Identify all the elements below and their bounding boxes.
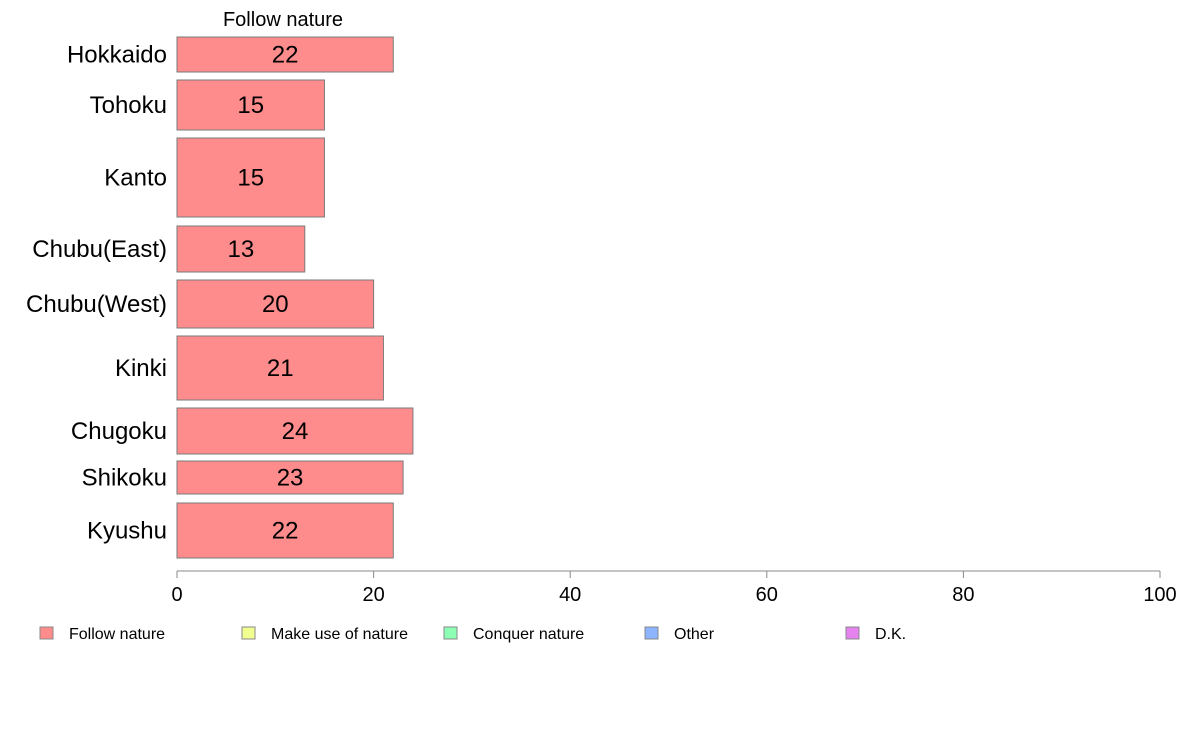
bar-tohoku (176, 79, 325, 131)
x-tick-label: 100 (1143, 584, 1176, 606)
bar-value-label: 24 (282, 418, 309, 445)
bar-shikoku (176, 460, 404, 495)
x-tick-label: 60 (756, 584, 778, 606)
category-label: Tohoku (90, 92, 167, 119)
bar-chugoku (176, 407, 414, 455)
legend-swatch (39, 626, 54, 640)
category-label: Chubu(East) (32, 236, 167, 263)
bar-value-label: 23 (277, 465, 304, 492)
legend-label: Make use of nature (271, 626, 408, 643)
category-label: Chubu(West) (26, 291, 167, 318)
x-axis: 0 20 40 60 80 100 (171, 570, 1177, 606)
bar-chubu-west (176, 279, 375, 329)
bar-chubu-east (176, 225, 306, 273)
category-label: Shikoku (82, 465, 167, 492)
bar-value-label: 13 (228, 236, 255, 263)
bars-group: Hokkaido 22 Tohoku 15 Kanto 15 Chubu(East) 13 Ch… (26, 36, 414, 559)
legend: Follow nature Make use of nature Conquer n… (39, 626, 906, 643)
bar-value-label: 15 (237, 92, 264, 119)
category-label: Kinki (115, 355, 167, 382)
bar-kinki (176, 335, 384, 401)
column-title: Follow nature (223, 9, 343, 31)
category-label: Kanto (104, 165, 167, 192)
legend-swatch (845, 626, 860, 640)
bar-value-label: 21 (267, 355, 294, 382)
legend-swatch (644, 626, 659, 640)
legend-swatch (241, 626, 256, 640)
bar-value-label: 20 (262, 291, 289, 318)
legend-swatch (443, 626, 458, 640)
category-label: Kyushu (87, 518, 167, 545)
bar-kyushu (176, 502, 394, 559)
legend-label: Conquer nature (473, 626, 584, 643)
category-label: Chugoku (71, 418, 167, 445)
legend-label: D.K. (875, 626, 906, 643)
x-tick-label: 0 (171, 584, 182, 606)
legend-label: Follow nature (69, 626, 165, 643)
bar-kanto (176, 137, 325, 218)
x-tick-label: 80 (952, 584, 974, 606)
legend-label: Other (674, 626, 715, 643)
bar-value-label: 22 (272, 518, 299, 545)
bar-hokkaido (176, 36, 394, 73)
x-tick-label: 20 (362, 584, 384, 606)
bar-value-label: 22 (272, 42, 299, 69)
category-label: Hokkaido (67, 42, 167, 69)
x-tick-label: 40 (559, 584, 581, 606)
bar-value-label: 15 (237, 165, 264, 192)
